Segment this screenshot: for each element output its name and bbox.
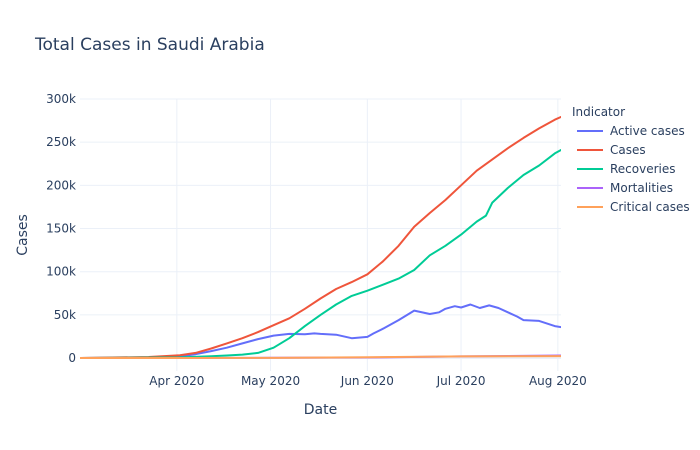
x-tick-label: Jul 2020 (436, 374, 486, 388)
legend-item-active-cases[interactable]: Active cases (577, 124, 685, 138)
y-tick-label: 50k (54, 308, 76, 322)
series-line-active-cases (80, 303, 561, 359)
x-tick-label: Apr 2020 (149, 374, 204, 388)
series-line-critical-cases (80, 355, 561, 359)
legend-label: Critical cases (610, 200, 690, 214)
y-tick-label: 200k (46, 178, 76, 192)
y-tick-label: 250k (46, 135, 76, 149)
x-tick-label: Aug 2020 (529, 374, 587, 388)
x-axis-title: Date (304, 402, 337, 418)
y-axis-ticks: 0 50k 100k 150k 200k 250k 300k (46, 92, 76, 365)
y-axis-title: Cases (15, 214, 31, 256)
legend-item-critical-cases[interactable]: Critical cases (577, 200, 690, 214)
series-layer (80, 115, 561, 359)
legend-item-mortalities[interactable]: Mortalities (577, 181, 673, 195)
legend-title: Indicator (572, 105, 625, 119)
y-tick-label: 300k (46, 92, 76, 106)
gridlines (80, 98, 561, 371)
legend-item-cases[interactable]: Cases (577, 143, 646, 157)
legend-label: Cases (610, 143, 646, 157)
series-line-recoveries (80, 148, 561, 359)
legend-item-recoveries[interactable]: Recoveries (577, 162, 676, 176)
legend-label: Active cases (610, 124, 685, 138)
series-line-cases (80, 115, 561, 359)
x-axis-ticks: Apr 2020 May 2020 Jun 2020 Jul 2020 Aug 2020 (149, 374, 587, 388)
legend-label: Mortalities (610, 181, 673, 195)
legend-label: Recoveries (610, 162, 676, 176)
chart-title: Total Cases in Saudi Arabia (34, 35, 265, 55)
y-tick-label: 0 (68, 351, 76, 365)
y-tick-label: 150k (46, 222, 76, 236)
x-tick-label: May 2020 (241, 374, 300, 388)
y-tick-label: 100k (46, 265, 76, 279)
x-tick-label: Jun 2020 (340, 374, 394, 388)
legend[interactable]: Indicator Active cases Cases Recoveries Mor… (572, 105, 690, 214)
